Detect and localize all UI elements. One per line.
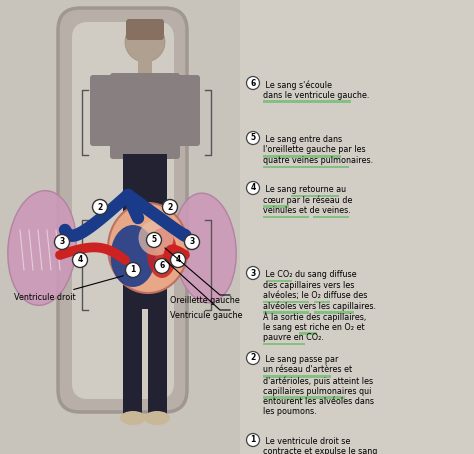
- Circle shape: [246, 351, 259, 365]
- Text: le sang est riche en O₂ et: le sang est riche en O₂ et: [263, 322, 365, 331]
- Circle shape: [246, 132, 259, 144]
- Ellipse shape: [8, 191, 76, 306]
- Text: Le sang passe par: Le sang passe par: [263, 355, 338, 364]
- Text: 5: 5: [250, 133, 255, 143]
- Text: entourent les alvéoles dans: entourent les alvéoles dans: [263, 397, 374, 406]
- Text: 3: 3: [250, 268, 255, 277]
- Text: Oreillette gauche: Oreillette gauche: [170, 296, 240, 305]
- Bar: [148, 307, 167, 415]
- Circle shape: [125, 22, 165, 62]
- FancyBboxPatch shape: [110, 73, 180, 159]
- Text: Le sang retourne au: Le sang retourne au: [263, 185, 346, 194]
- Circle shape: [184, 235, 200, 250]
- Text: 4: 4: [77, 256, 82, 265]
- Ellipse shape: [174, 193, 236, 303]
- Circle shape: [246, 266, 259, 280]
- Circle shape: [246, 77, 259, 89]
- Text: un réseau d'artères et: un réseau d'artères et: [263, 365, 352, 375]
- Text: d'artérioles, puis atteint les: d'artérioles, puis atteint les: [263, 376, 373, 385]
- Text: 6: 6: [159, 262, 164, 271]
- Bar: [313, 216, 349, 218]
- Circle shape: [146, 232, 162, 247]
- Text: 3: 3: [59, 237, 64, 247]
- Text: veinules et de veines.: veinules et de veines.: [263, 206, 351, 215]
- Circle shape: [73, 252, 88, 267]
- Bar: [263, 301, 309, 303]
- Bar: [263, 205, 289, 207]
- Text: 2: 2: [167, 202, 173, 212]
- Text: Quizlet: Quizlet: [255, 306, 365, 334]
- Text: 4: 4: [175, 256, 181, 265]
- Bar: [263, 166, 349, 168]
- Bar: [291, 194, 339, 197]
- Bar: [123, 154, 167, 309]
- Ellipse shape: [110, 225, 155, 287]
- Text: capillaires pulmonaires qui: capillaires pulmonaires qui: [263, 386, 371, 395]
- FancyBboxPatch shape: [90, 75, 118, 146]
- Bar: [263, 375, 331, 377]
- Text: Le sang s'écoule: Le sang s'écoule: [263, 80, 332, 89]
- Bar: [263, 342, 305, 345]
- FancyBboxPatch shape: [72, 22, 174, 399]
- Bar: [263, 155, 341, 158]
- Ellipse shape: [138, 221, 173, 256]
- Bar: [263, 216, 309, 218]
- Circle shape: [246, 434, 259, 446]
- FancyBboxPatch shape: [126, 19, 164, 40]
- Text: quatre veines pulmonaires.: quatre veines pulmonaires.: [263, 156, 373, 165]
- Text: 6: 6: [250, 79, 255, 88]
- Text: 4: 4: [250, 183, 255, 192]
- Text: pauvre en CO₂.: pauvre en CO₂.: [263, 333, 324, 342]
- Text: des capillaires vers les: des capillaires vers les: [263, 281, 355, 290]
- Bar: [314, 311, 354, 314]
- Bar: [138, 60, 152, 78]
- Text: 5: 5: [151, 236, 156, 245]
- Text: 2: 2: [97, 202, 103, 212]
- Circle shape: [126, 262, 140, 277]
- Circle shape: [163, 199, 177, 214]
- Circle shape: [171, 252, 185, 267]
- Text: 3: 3: [190, 237, 195, 247]
- Ellipse shape: [120, 411, 146, 425]
- Bar: [266, 280, 292, 282]
- Text: 1: 1: [250, 435, 255, 444]
- Text: 2: 2: [250, 354, 255, 362]
- FancyBboxPatch shape: [58, 8, 187, 412]
- Bar: [240, 0, 474, 454]
- Bar: [263, 100, 351, 103]
- Text: 1: 1: [130, 266, 136, 275]
- Text: À la sortie des capillaires,: À la sortie des capillaires,: [263, 312, 366, 322]
- Circle shape: [246, 182, 259, 194]
- Text: les poumons.: les poumons.: [263, 408, 317, 416]
- Bar: [123, 307, 142, 415]
- Bar: [314, 301, 330, 303]
- Circle shape: [155, 258, 170, 273]
- Bar: [299, 332, 317, 335]
- Circle shape: [55, 235, 70, 250]
- Circle shape: [92, 199, 108, 214]
- Text: Le ventricule droit se: Le ventricule droit se: [263, 437, 350, 446]
- Bar: [263, 311, 309, 314]
- Text: cœur par le réseau de: cœur par le réseau de: [263, 196, 352, 205]
- Text: contracte et expulse le sang: contracte et expulse le sang: [263, 448, 377, 454]
- Text: l'oreillette gauche par les: l'oreillette gauche par les: [263, 145, 365, 154]
- Text: dans le ventricule gauche.: dans le ventricule gauche.: [263, 90, 369, 99]
- Bar: [0, 0, 240, 454]
- Text: Le sang entre dans: Le sang entre dans: [263, 135, 342, 144]
- Text: Ventricule gauche: Ventricule gauche: [170, 311, 243, 320]
- Bar: [263, 396, 345, 399]
- Text: alvéoles vers les capillaires.: alvéoles vers les capillaires.: [263, 301, 376, 311]
- Text: Le CO₂ du sang diffuse: Le CO₂ du sang diffuse: [263, 270, 356, 279]
- FancyBboxPatch shape: [172, 75, 200, 146]
- Ellipse shape: [108, 203, 188, 293]
- Ellipse shape: [144, 411, 170, 425]
- Ellipse shape: [147, 228, 177, 278]
- Text: Ventricule droit: Ventricule droit: [14, 276, 123, 302]
- Text: alvéoles; le O₂ diffuse des: alvéoles; le O₂ diffuse des: [263, 291, 367, 300]
